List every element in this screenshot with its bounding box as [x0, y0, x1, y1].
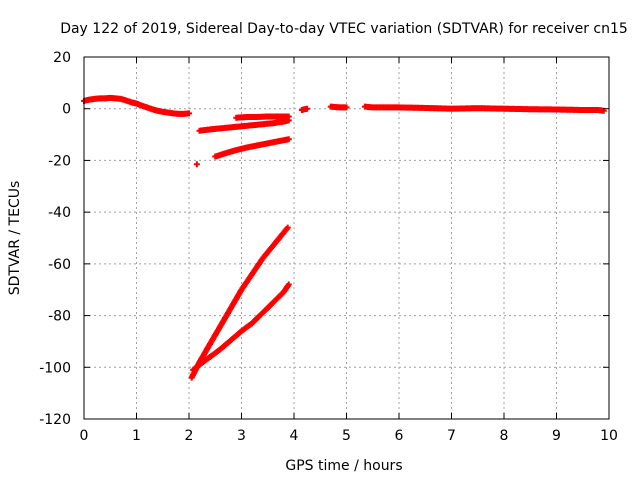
x-tick-label: 10	[600, 428, 618, 444]
x-tick-label: 3	[237, 428, 246, 444]
data-point	[186, 110, 192, 117]
data-point	[285, 281, 292, 288]
y-tick-label: 0	[62, 102, 71, 118]
y-axis-label: SDTVAR / TECUs	[7, 181, 23, 296]
x-tick-label: 8	[500, 428, 509, 444]
x-tick-label: 4	[290, 428, 299, 444]
data-point	[284, 224, 291, 231]
data-point	[343, 104, 350, 111]
x-tick-label: 1	[132, 428, 141, 444]
data-point	[304, 105, 311, 112]
axis-ticks: 0 1 2 3 4 5 6 7 8 9 10 -120 -100 -80 -60 -40 -20 0 20	[39, 50, 618, 444]
data-points	[81, 94, 607, 381]
x-tick-label: 0	[80, 428, 89, 444]
chart-title: Day 122 of 2019, Sidereal Day-to-day VTE…	[60, 21, 628, 37]
x-tick-label: 6	[395, 428, 404, 444]
data-point	[285, 136, 292, 143]
x-axis-label: GPS time / hours	[285, 458, 402, 474]
y-tick-label: -20	[48, 153, 71, 169]
y-tick-label: -100	[39, 360, 71, 376]
y-tick-label: -120	[39, 412, 71, 428]
x-tick-label: 5	[342, 428, 351, 444]
y-tick-label: -40	[48, 205, 71, 221]
data-point	[285, 113, 292, 120]
data-point	[193, 161, 200, 168]
x-tick-label: 7	[447, 428, 456, 444]
y-tick-label: 20	[53, 50, 71, 66]
y-tick-label: -80	[48, 309, 71, 325]
x-tick-label: 9	[552, 428, 561, 444]
x-tick-label: 2	[185, 428, 194, 444]
y-tick-label: -60	[48, 257, 71, 273]
